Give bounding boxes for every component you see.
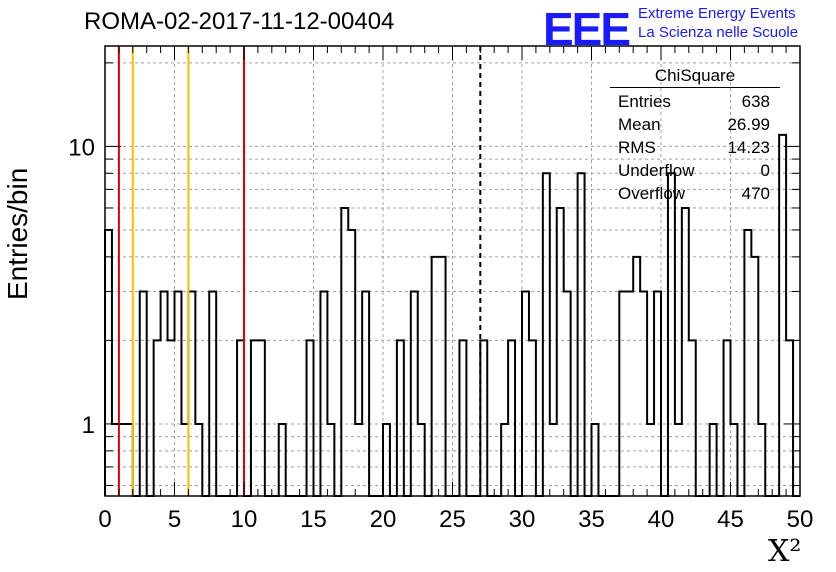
y-axis-label: Entries/bin (2, 167, 33, 300)
stats-value: 638 (741, 92, 770, 111)
x-tick-label: 20 (370, 506, 397, 533)
x-tick-label: 40 (648, 506, 675, 533)
stats-row-underflow: Underflow 0 (610, 159, 780, 182)
stats-label: Overflow (618, 184, 686, 203)
stats-title: ChiSquare (610, 66, 780, 88)
stats-label: Mean (618, 115, 661, 134)
stats-value: 14.23 (727, 138, 770, 157)
stats-row-overflow: Overflow 470 (610, 182, 780, 205)
stats-label: RMS (618, 138, 656, 157)
logo-caption: Extreme Energy Events La Scienza nelle S… (638, 4, 798, 42)
x-tick-label: 45 (717, 506, 744, 533)
stats-label: Entries (618, 92, 671, 111)
x-tick-label: 35 (578, 506, 605, 533)
x-tick-label: 25 (439, 506, 466, 533)
x-tick-label: 5 (168, 506, 181, 533)
x-tick-label: 30 (509, 506, 536, 533)
stats-row-rms: RMS 14.23 (610, 136, 780, 159)
x-tick-label: 0 (98, 506, 111, 533)
stats-value: 26.99 (727, 115, 770, 134)
y-tick-label: 10 (68, 134, 95, 161)
stats-row-entries: Entries 638 (610, 90, 780, 113)
stats-row-mean: Mean 26.99 (610, 113, 780, 136)
stats-box: ChiSquare Entries 638 Mean 26.99 RMS 14.23 … (610, 66, 780, 205)
x-tick-label: 10 (231, 506, 258, 533)
x-tick-label: 50 (787, 506, 814, 533)
stats-label: Underflow (618, 161, 695, 180)
y-tick-label: 1 (82, 412, 95, 439)
stats-value: 470 (741, 184, 770, 203)
eee-logo: EEE (543, 3, 631, 55)
chart-title: ROMA-02-2017-11-12-00404 (84, 8, 395, 35)
logo-line-1: Extreme Energy Events (638, 5, 796, 22)
x-axis-label: X² (768, 534, 802, 569)
x-tick-label: 15 (300, 506, 327, 533)
logo-line-2: La Scienza nelle Scuole (638, 24, 799, 41)
stats-value: 0 (760, 161, 770, 180)
